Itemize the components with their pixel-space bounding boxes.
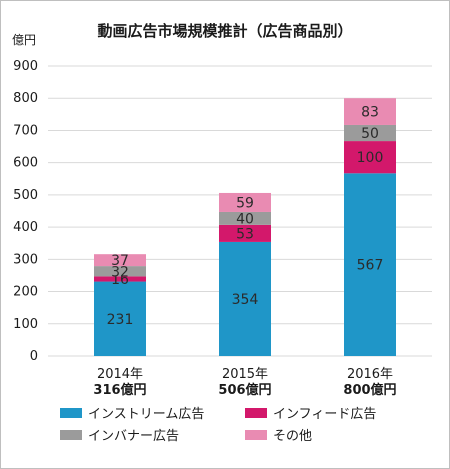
bar-segment xyxy=(344,173,396,356)
legend-swatch xyxy=(245,430,267,440)
x-category-label: 2016年 xyxy=(347,367,393,382)
legend-swatch xyxy=(60,408,82,418)
bar-segment xyxy=(344,98,396,125)
y-tick-label: 0 xyxy=(30,349,38,364)
data-label: 100 xyxy=(357,150,384,166)
chart-title: 動画広告市場規模推計（広告商品別） xyxy=(97,22,352,40)
data-label: 50 xyxy=(361,126,379,142)
y-axis-unit-label: 億円 xyxy=(12,33,36,47)
bar-segment xyxy=(219,241,271,356)
legend-swatch xyxy=(60,430,82,440)
category-total-label: 506億円 xyxy=(218,382,271,398)
data-label: 53 xyxy=(236,226,254,242)
bar-segment xyxy=(94,254,146,267)
bar-segment xyxy=(344,124,396,142)
bar-segment xyxy=(219,224,271,242)
y-tick-label: 900 xyxy=(13,59,38,74)
data-label: 32 xyxy=(111,264,129,280)
data-label: 231 xyxy=(107,312,134,328)
y-tick-label: 500 xyxy=(13,188,38,203)
legend-item: その他 xyxy=(245,429,312,444)
y-tick-label: 100 xyxy=(13,317,38,332)
bar-stack: 567 100 50 83 xyxy=(344,98,396,356)
y-tick-label: 400 xyxy=(13,220,38,235)
category-total-label: 800億円 xyxy=(343,382,396,398)
x-category-label: 2014年 xyxy=(97,367,143,382)
bar-segment xyxy=(219,211,271,225)
y-tick-label: 600 xyxy=(13,156,38,171)
y-tick-label: 300 xyxy=(13,252,38,267)
data-label: 567 xyxy=(357,258,384,274)
bar-segment xyxy=(219,192,271,212)
y-tick-label: 200 xyxy=(13,285,38,300)
y-tick-label: 700 xyxy=(13,123,38,138)
y-tick-label: 800 xyxy=(13,91,38,106)
legend-item: インフィード広告 xyxy=(245,407,376,422)
y-tick-labels: 0 100 200 300 400 500 600 700 800 900 xyxy=(13,59,38,364)
bar-segment xyxy=(94,281,146,356)
legend-swatch xyxy=(245,408,267,418)
data-label: 83 xyxy=(361,105,379,121)
legend-label: インバナー広告 xyxy=(88,429,179,444)
bar-segment xyxy=(94,266,146,277)
data-label: 40 xyxy=(236,211,254,227)
bar-segment xyxy=(94,276,146,282)
bar-segment xyxy=(344,141,396,174)
legend-label: インストリーム広告 xyxy=(88,407,204,422)
legend-item: インバナー広告 xyxy=(60,429,179,444)
legend-item: インストリーム広告 xyxy=(60,407,204,422)
legend-label: その他 xyxy=(273,429,312,444)
data-label: 354 xyxy=(232,292,259,308)
x-category-label: 2015年 xyxy=(222,367,268,382)
data-label: 37 xyxy=(111,253,129,269)
legend-label: インフィード広告 xyxy=(273,407,376,422)
category-total-label: 316億円 xyxy=(93,382,146,398)
data-label: 59 xyxy=(236,195,254,211)
